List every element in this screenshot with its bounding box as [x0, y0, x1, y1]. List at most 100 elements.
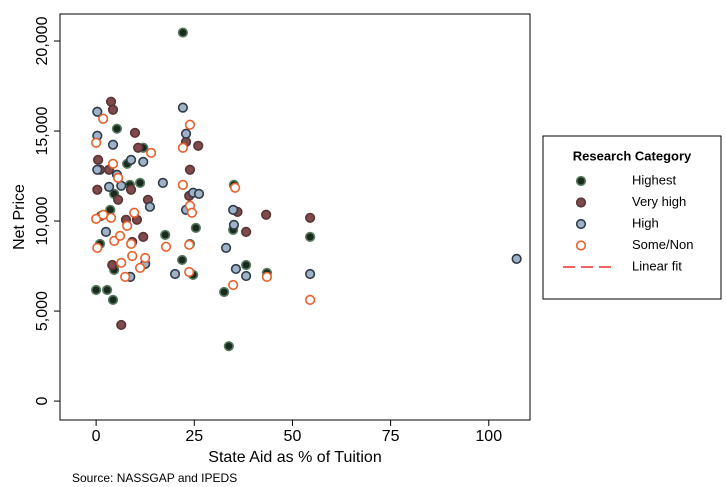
point	[120, 271, 131, 282]
point	[193, 188, 205, 199]
legend-box	[542, 135, 722, 300]
source-note: Source: NASSGAP and IPEDS	[72, 471, 237, 485]
point	[145, 147, 157, 158]
point	[111, 123, 123, 134]
point	[228, 219, 240, 230]
point	[305, 268, 316, 280]
point	[92, 154, 104, 165]
point	[135, 262, 146, 273]
point	[190, 222, 201, 233]
legend-title: Research Category	[573, 148, 692, 163]
point	[160, 241, 172, 252]
x-tick-label: 50	[284, 428, 302, 445]
point	[122, 220, 133, 232]
point	[129, 127, 141, 138]
point	[177, 254, 188, 266]
point	[180, 128, 192, 139]
point	[92, 242, 103, 253]
legend-swatch	[575, 197, 587, 208]
point	[107, 294, 119, 306]
point	[113, 194, 124, 205]
x-axis-title: State Aid as % of Tuition	[208, 449, 381, 466]
point	[144, 201, 156, 212]
point	[92, 164, 103, 175]
legend-swatch	[575, 175, 587, 187]
point	[241, 259, 252, 271]
point	[186, 207, 198, 218]
point	[116, 319, 127, 331]
point	[125, 154, 137, 165]
point	[230, 182, 241, 193]
point	[107, 158, 119, 169]
point	[138, 156, 149, 167]
legend-label: Linear fit	[632, 258, 682, 273]
point	[114, 230, 126, 241]
point	[184, 164, 196, 175]
legend-label: Highest	[632, 172, 676, 187]
point	[105, 212, 117, 223]
point	[91, 137, 102, 148]
point	[184, 266, 195, 278]
point	[305, 231, 316, 242]
point	[228, 204, 239, 215]
point	[103, 181, 115, 192]
point	[220, 242, 232, 253]
point	[219, 286, 230, 298]
point	[91, 284, 102, 296]
point	[230, 263, 242, 275]
point	[140, 252, 151, 264]
point	[92, 106, 103, 117]
x-tick-label: 25	[185, 428, 203, 445]
point	[107, 104, 119, 115]
y-tick-label: 10,000	[34, 196, 51, 245]
y-tick-label: 15,000	[34, 106, 51, 155]
point	[305, 294, 316, 306]
point	[102, 284, 113, 296]
point	[177, 142, 188, 153]
point	[223, 341, 234, 352]
point	[184, 239, 195, 250]
plot-frame	[59, 13, 531, 421]
x-tick-label: 0	[92, 428, 101, 445]
point	[177, 102, 188, 113]
point	[305, 212, 316, 223]
point	[116, 257, 127, 268]
point	[98, 113, 109, 124]
point	[129, 207, 140, 218]
point	[228, 279, 239, 291]
point	[125, 184, 137, 195]
point	[107, 259, 118, 271]
point	[157, 177, 168, 188]
point	[133, 142, 144, 153]
point	[107, 139, 119, 150]
point	[261, 271, 273, 282]
point	[193, 140, 204, 151]
legend-swatch	[575, 218, 587, 230]
point	[177, 27, 188, 38]
y-tick-label: 20,000	[34, 16, 51, 65]
point	[241, 270, 252, 282]
point	[177, 179, 188, 190]
point	[125, 238, 137, 250]
legend-label: High	[632, 215, 659, 230]
point	[127, 250, 138, 262]
point	[169, 268, 181, 280]
legend-label: Some/Non	[632, 237, 693, 252]
point	[511, 253, 522, 264]
x-tick-label: 100	[475, 428, 502, 445]
point	[184, 119, 196, 130]
point	[138, 231, 149, 242]
y-axis-title: Net Price	[11, 184, 28, 250]
point	[261, 209, 272, 220]
point	[160, 229, 171, 241]
point	[100, 226, 112, 237]
legend-swatch	[575, 240, 587, 251]
legend-label: Very high	[632, 194, 686, 209]
y-tick-label: 0	[34, 397, 51, 406]
point	[135, 177, 146, 188]
x-tick-label: 75	[382, 428, 400, 445]
point	[105, 96, 117, 107]
point	[241, 226, 252, 237]
point	[113, 172, 124, 183]
